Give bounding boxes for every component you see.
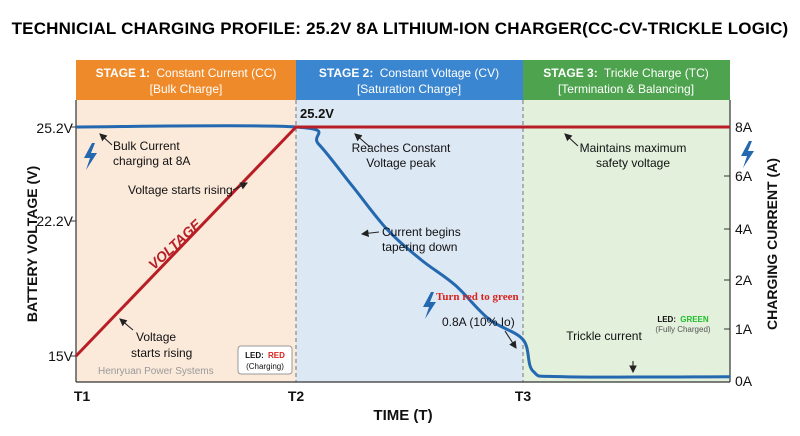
series-current-line bbox=[75, 124, 731, 379]
tapering-text-1: Current begins bbox=[382, 225, 461, 239]
y-right-tick-4: 4A bbox=[735, 221, 753, 237]
arrow-tapering bbox=[360, 229, 380, 238]
svg-text:STAGE 3: Trickle Charge (T: STAGE 3: Trickle Charge (TC) bbox=[543, 66, 708, 80]
peak-text-1: Reaches Constant bbox=[352, 141, 451, 155]
chart-title: TECHNICIAL CHARGING PROFILE: 25.2V 8A LI… bbox=[11, 19, 789, 38]
maintains-text-1: Maintains maximum bbox=[580, 141, 687, 155]
stage3-header bbox=[523, 60, 730, 100]
led-green-box bbox=[646, 311, 720, 337]
svg-text:STAGE 2: Constant Voltage: STAGE 2: Constant Voltage (CV) bbox=[319, 66, 499, 80]
voltage-rising-upper-text: Voltage starts rising bbox=[128, 183, 233, 197]
y-right-tick-2: 2A bbox=[735, 272, 753, 288]
y-left-axis-title: BATTERY VOLTAGE (V) bbox=[24, 166, 40, 322]
led-red-box bbox=[237, 345, 293, 375]
x-tick-t1: T1 bbox=[74, 388, 91, 404]
y-right-tick-1: 1A bbox=[735, 321, 753, 337]
arrow-bulk bbox=[99, 133, 113, 146]
stage1-name: Constant Current (CC) bbox=[156, 66, 276, 80]
watermark: Henryuan Power Systems bbox=[98, 366, 214, 377]
svg-text:LED: GREEN: LED: GREEN bbox=[657, 315, 709, 324]
y-right-tick-8: 8A bbox=[735, 119, 753, 135]
x-tick-t2: T2 bbox=[288, 388, 305, 404]
y-left-tick-22-2: 22.2V bbox=[36, 213, 73, 229]
x-axis-title: TIME (T) bbox=[373, 407, 432, 424]
stage3-label: STAGE 3: bbox=[543, 66, 597, 80]
bulk-text-1: Bulk Current bbox=[113, 139, 180, 153]
stage2-label: STAGE 2: bbox=[319, 66, 373, 80]
stage2-name: Constant Voltage (CV) bbox=[380, 66, 499, 80]
arrow-08a bbox=[504, 330, 517, 349]
peak-value-label: 25.2V bbox=[300, 106, 334, 121]
bulk-text-2: charging at 8A bbox=[113, 154, 190, 168]
led-green-prefix: LED: bbox=[657, 315, 676, 324]
y-right-tick-0: 0A bbox=[735, 373, 753, 389]
svg-text:LED: RED: LED: RED bbox=[245, 351, 285, 360]
led-red-state: (Charging) bbox=[246, 362, 284, 371]
stage1-label: STAGE 1: bbox=[96, 66, 150, 80]
y-left-tick-25-2: 25.2V bbox=[36, 120, 73, 136]
svg-text:STAGE 1: Constant Current: STAGE 1: Constant Current (CC) bbox=[96, 66, 277, 80]
led-green-state: (Fully Charged) bbox=[655, 325, 710, 334]
arrow-peak bbox=[354, 133, 371, 148]
maintains-text-2: safety voltage bbox=[596, 156, 670, 170]
stage3-name: Trickle Charge (TC) bbox=[604, 66, 709, 80]
led-red-prefix: LED: bbox=[245, 351, 264, 360]
arrow-maintains bbox=[564, 133, 579, 147]
stage2-header bbox=[296, 60, 523, 100]
voltage-rising-lower-text-1: Voltage bbox=[136, 330, 176, 344]
y-right-axis-title: CHARGING CURRENT (A) bbox=[764, 158, 780, 330]
turn-red-green-text: Turn red to green bbox=[436, 291, 519, 303]
led-red-color: RED bbox=[268, 351, 285, 360]
stage2-sub: [Saturation Charge] bbox=[357, 82, 461, 96]
stage1-sub: [Bulk Charge] bbox=[150, 82, 223, 96]
lightning-icon-stage3 bbox=[741, 141, 754, 168]
peak-text-2: Voltage peak bbox=[366, 156, 436, 170]
voltage-rising-lower-text-2: starts rising bbox=[131, 346, 192, 360]
lightning-icon-stage1 bbox=[84, 143, 97, 170]
led-green-color: GREEN bbox=[680, 315, 709, 324]
stage1-header bbox=[76, 60, 296, 100]
trickle-text: Trickle current bbox=[566, 329, 642, 343]
y-right-tick-6: 6A bbox=[735, 168, 753, 184]
point-08a-text: 0.8A (10% Io) bbox=[442, 315, 515, 329]
series-voltage-line bbox=[74, 125, 730, 358]
arrow-voltage-rising-lower bbox=[119, 318, 134, 331]
arrow-voltage-rising-upper bbox=[232, 182, 248, 191]
y-left-tick-15: 15V bbox=[48, 348, 74, 364]
x-tick-t3: T3 bbox=[515, 388, 532, 404]
stage2-background bbox=[296, 100, 523, 382]
stage3-sub: [Termination & Balancing] bbox=[558, 82, 694, 96]
tapering-text-2: tapering down bbox=[382, 240, 457, 254]
lightning-icon-stage2 bbox=[423, 292, 436, 319]
